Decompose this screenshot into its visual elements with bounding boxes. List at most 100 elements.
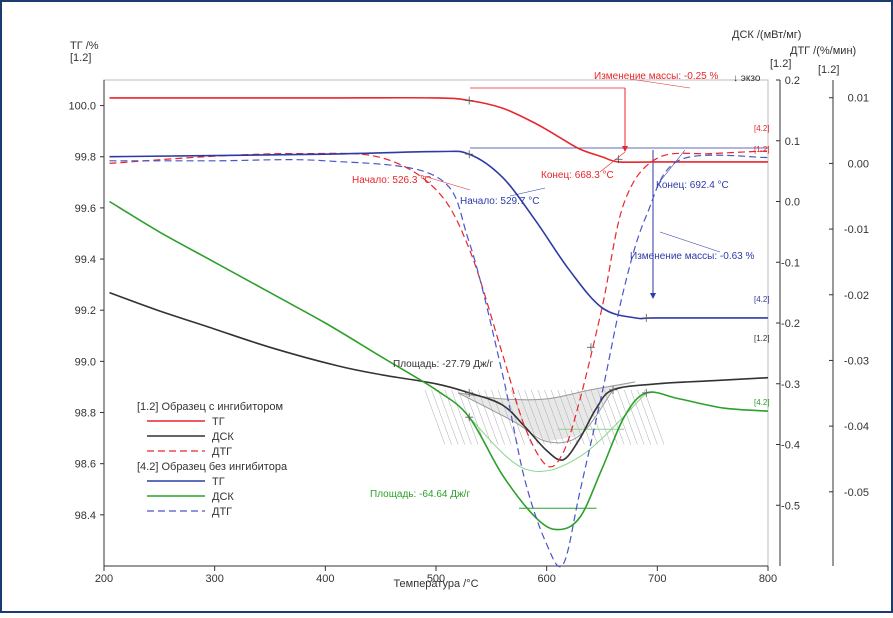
x-axis-title: Температура /°C [393, 578, 478, 590]
reference-lines [419, 78, 768, 299]
x-tick-label: 700 [648, 573, 666, 585]
hatch-line [610, 389, 632, 445]
dsc-tick-label: -0.5 [781, 500, 800, 512]
tg-tick-label: 100.0 [68, 101, 96, 113]
dsc-tick-label: 0.2 [785, 75, 800, 87]
x-tick-label: 400 [316, 573, 334, 585]
hatch-line [590, 389, 612, 445]
legend-group-title: [1.2] Образец с ингибитором [137, 401, 283, 413]
hatch-line [530, 389, 552, 445]
annotation-onset-red: Начало: 526.3 °C [352, 175, 431, 186]
hatch-line [491, 389, 512, 445]
annotation-mass-red: Изменение массы: -0.25 % [594, 71, 718, 82]
exo-direction-label: ↓ экзо [733, 73, 761, 84]
tg-tick-label: 99.2 [75, 305, 96, 317]
hatch-line [584, 389, 605, 445]
tg-tick-label: 99.8 [75, 152, 96, 164]
dsc-tick-label: 0.0 [785, 197, 800, 209]
annotation-onset-blue: Начало: 529.7 °C [460, 196, 539, 207]
dsc-axis-title: ДСК /(мВт/мг) [732, 29, 801, 41]
x-tick-label: 300 [205, 573, 223, 585]
mass-blue-arrow-head [650, 293, 656, 299]
series-dsc12 [109, 291, 769, 461]
hatch-line [570, 389, 592, 445]
tag-tg42: [4.2] [754, 295, 770, 304]
dtg-tick-label: 0.00 [848, 158, 869, 170]
dtg-axis-title: ДТГ /(%/мин) [790, 45, 856, 57]
annotation-area-green: Площадь: -64.64 Дж/г [370, 489, 470, 500]
hatch-line [451, 389, 472, 445]
tg-axis-title: ТГ /% [70, 40, 99, 52]
dtg-tick-label: 0.01 [848, 93, 869, 105]
legend-item-label: ТГ [212, 476, 225, 488]
markers-layer [465, 96, 651, 422]
tag-dtg12: [1.2] [754, 145, 770, 154]
dtg-tick-label: -0.02 [844, 290, 869, 302]
onset-red-leader [419, 174, 471, 191]
dtg-axis: 0.01 0.00 -0.01 -0.02 -0.03 -0.04 -0.05 [829, 80, 869, 566]
tag-dsc42: [4.2] [754, 398, 770, 407]
hatch-line [477, 389, 499, 445]
legend-item-label: ДСК [212, 431, 234, 443]
guide-dsc12-bottom [457, 389, 614, 444]
legend-item-label: ДТГ [212, 506, 232, 518]
end-blue-leader [657, 149, 686, 185]
tg-tick-label: 99.4 [75, 254, 96, 266]
legend-group-title: [4.2] Образец без ингибитора [137, 461, 288, 473]
annotation-area-black: Площадь: -27.79 Дж/г [393, 359, 493, 370]
tg-tick-label: 99.6 [75, 203, 96, 215]
legend-item-label: ДСК [212, 491, 234, 503]
onset-blue-leader [509, 187, 546, 197]
hatch-line [630, 389, 651, 445]
hatch-line [444, 389, 466, 445]
annotation-end-blue: Конец: 692.4 °C [656, 180, 729, 191]
tg-tick-label: 98.4 [75, 510, 96, 522]
dsc-tick-label: -0.3 [781, 379, 800, 391]
hatch-line [524, 389, 545, 445]
tg-tick-label: 98.8 [75, 408, 96, 420]
dtg-axis-sub: [1.2] [818, 64, 839, 76]
guide-dsc12-top [458, 381, 636, 401]
legend-item-label: ТГ [212, 416, 225, 428]
x-tick-label: 600 [537, 573, 555, 585]
hatch-line [643, 389, 665, 445]
dtg-tick-label: -0.05 [844, 487, 869, 499]
peak-baselines [457, 381, 647, 509]
hatch-line [437, 389, 459, 445]
hatch-line [623, 389, 645, 445]
hatch-line [550, 389, 572, 445]
legend: [1.2] Образец с ингибитором ТГ ДСК ДТГ [4.2]… [137, 401, 288, 518]
hatch-line [577, 389, 598, 445]
end-red-leader [599, 151, 626, 173]
dsc-tick-label: -0.2 [781, 318, 800, 330]
x-axis: 200 300 400 500 600 700 800 [95, 565, 777, 585]
series-tg42 [109, 150, 768, 320]
annotation-end-red: Конец: 668.3 °C [541, 170, 614, 181]
hatch-line [617, 389, 638, 445]
hatch-line [471, 389, 492, 445]
dsc-axis-sub: [1.2] [770, 58, 791, 70]
hatch-line [557, 389, 578, 445]
dtg-tick-label: -0.03 [844, 355, 869, 367]
mass-red-leader [629, 78, 691, 89]
tg-axis-sub: [1.2] [70, 52, 91, 64]
dtg-tick-label: -0.04 [844, 421, 869, 433]
hatch-line [424, 389, 446, 445]
tg-tick-label: 98.6 [75, 459, 96, 471]
tag-dsc12: [1.2] [754, 334, 770, 343]
dsc-tick-label: 0.1 [785, 136, 800, 148]
annotation-mass-blue: Изменение массы: -0.63 % [630, 251, 754, 262]
dsc-axis: 0.2 0.1 0.0 -0.1 -0.2 -0.3 -0.4 -0.5 [776, 75, 800, 566]
mass-red-arrow-head [622, 146, 628, 152]
x-tick-label: 200 [95, 573, 113, 585]
mass-blue-leader [659, 231, 721, 253]
series-dtg42 [109, 154, 769, 568]
tg-axis: 100.0 99.8 99.6 99.4 99.2 99.0 98.8 98.6 98.4 [68, 80, 105, 566]
guide-dsc42-top [468, 392, 647, 472]
x-tick-label: 500 [427, 573, 445, 585]
hatch-line [431, 389, 452, 445]
dtg-tick-label: -0.01 [844, 224, 869, 236]
